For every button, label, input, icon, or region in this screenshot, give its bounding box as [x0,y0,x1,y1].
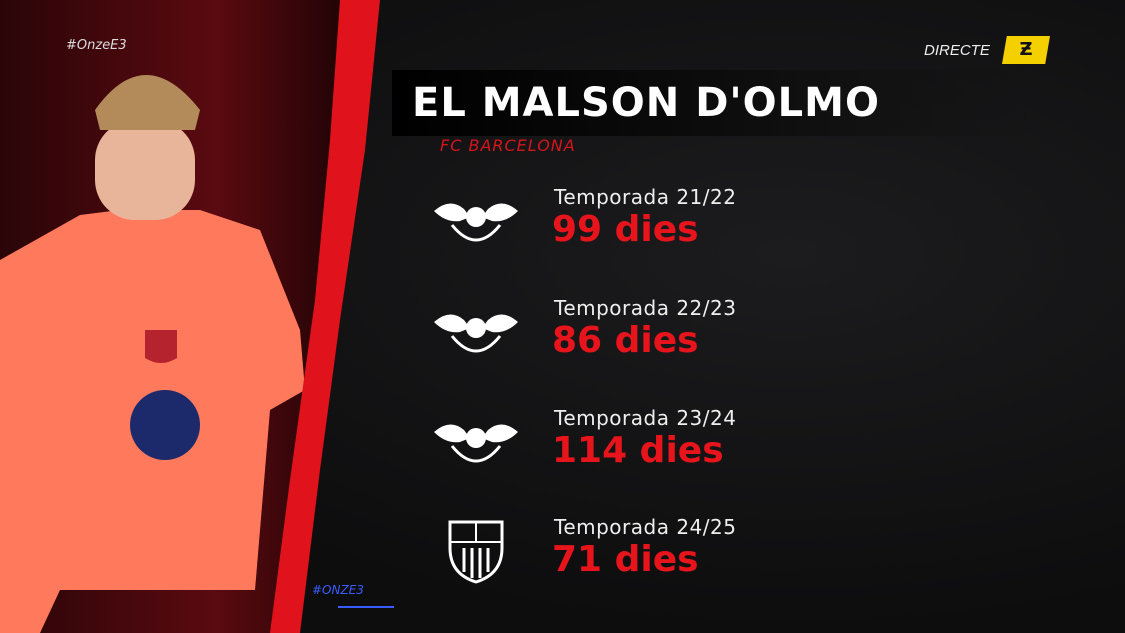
season-row: Temporada 24/25 71 dies [430,515,1030,595]
days-count: 114 dies [552,430,724,471]
days-count: 71 dies [552,539,699,580]
page-title: EL MALSON D'OLMO [412,80,880,126]
season-row: Temporada 23/24 114 dies [430,406,1030,486]
rb-leipzig-crest-icon [430,302,522,362]
rb-leipzig-crest-icon [430,191,522,251]
rb-leipzig-crest-icon [430,412,522,472]
title-bar [392,70,1032,136]
season-row: Temporada 21/22 99 dies [430,185,1030,265]
days-count: 99 dies [552,209,699,250]
live-label: DIRECTE [924,42,990,59]
fc-barcelona-crest-icon [430,520,522,584]
season-row: Temporada 22/23 86 dies [430,296,1030,376]
season-label: Temporada 22/23 [554,296,737,320]
scribble-hashtag: #ONZE3 [312,583,364,597]
subtitle: FC BARCELONA [440,136,576,155]
season-label: Temporada 23/24 [554,406,737,430]
player-image [0,75,305,633]
season-label: Temporada 21/22 [554,185,737,209]
hashtag: #OnzeE3 [66,38,127,53]
season-label: Temporada 24/25 [554,515,737,539]
channel-logo: Ƶ [1002,36,1050,64]
scribble-underline [338,606,394,608]
days-count: 86 dies [552,320,699,361]
